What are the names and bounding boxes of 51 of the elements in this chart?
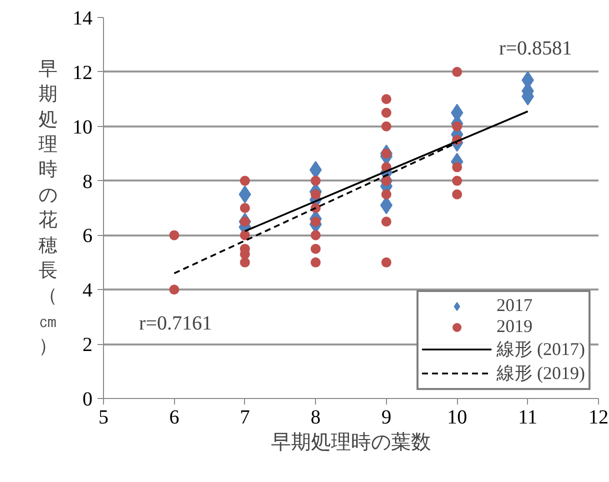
point xyxy=(240,203,250,213)
legend-label: 線形 (2019) xyxy=(496,362,585,385)
point xyxy=(381,94,392,104)
point xyxy=(238,185,252,204)
point xyxy=(452,189,462,200)
y-tick-label: 14 xyxy=(72,8,92,30)
point xyxy=(381,216,392,227)
point xyxy=(452,66,462,77)
x-tick-label: 9 xyxy=(381,406,392,428)
x-tick-label: 10 xyxy=(447,406,468,428)
legend-label: 2017 xyxy=(496,295,532,316)
y-tick-label: 2 xyxy=(82,334,92,356)
point xyxy=(381,148,392,159)
point xyxy=(452,121,462,132)
legend-label: 線形 (2017) xyxy=(496,338,585,361)
x-tick-label: 5 xyxy=(98,406,108,428)
x-tick-label: 7 xyxy=(240,406,250,428)
point xyxy=(169,230,180,240)
x-tick-label: 12 xyxy=(588,406,608,428)
point xyxy=(240,257,250,268)
annotation: r=0.7161 xyxy=(139,312,212,334)
legend-label: 2019 xyxy=(496,316,532,337)
point xyxy=(310,257,321,268)
point xyxy=(452,162,462,172)
text: 早期処理時の花穂長（㎝） xyxy=(38,58,58,358)
point xyxy=(381,176,392,186)
y-tick-label: 6 xyxy=(82,225,92,248)
point xyxy=(381,121,392,132)
point xyxy=(310,216,321,227)
point xyxy=(169,284,180,295)
point xyxy=(240,176,250,186)
point xyxy=(310,176,321,186)
y-tick-label: 8 xyxy=(82,170,92,193)
point xyxy=(381,108,392,118)
annotation: r=0.8581 xyxy=(499,38,572,60)
y-tick-label: 0 xyxy=(82,388,92,410)
point xyxy=(310,230,321,240)
y-tick-label: 10 xyxy=(72,116,92,138)
point xyxy=(310,189,321,200)
point xyxy=(240,216,250,227)
point xyxy=(310,244,321,254)
y-tick-label: 12 xyxy=(72,62,92,84)
point xyxy=(381,257,392,268)
x-tick-label: 8 xyxy=(310,406,321,428)
point xyxy=(381,189,392,200)
x-tick-label: 11 xyxy=(518,406,538,428)
point xyxy=(240,230,250,240)
x-axis-title: 早期処理時の葉数 xyxy=(271,432,431,454)
point xyxy=(452,176,462,186)
y-tick-label: 4 xyxy=(82,280,92,302)
x-tick-label: 6 xyxy=(169,406,180,428)
